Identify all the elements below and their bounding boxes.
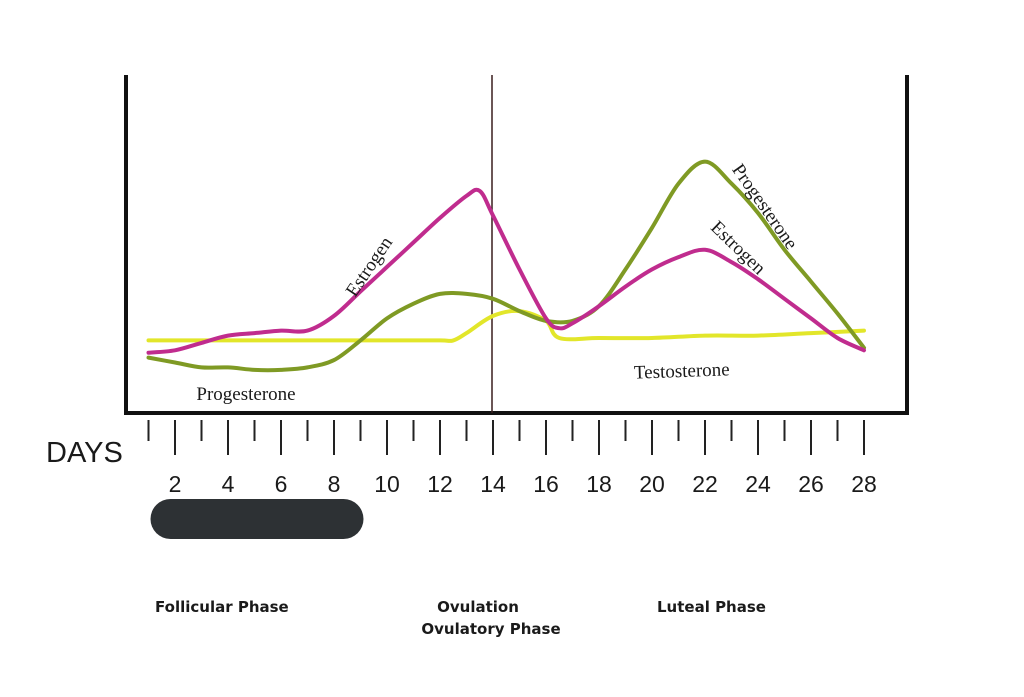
- tick-label: 26: [798, 471, 824, 497]
- phase-label-ovulation: Ovulation: [437, 598, 519, 616]
- phase-label-luteal: Luteal Phase: [657, 598, 766, 616]
- phase-label-follicular: Follicular Phase: [155, 598, 289, 616]
- progesterone-label: Progesterone: [196, 384, 295, 405]
- tick-label: 22: [692, 471, 718, 497]
- tick-label: 6: [275, 471, 288, 497]
- estrogen-label: Estrogen: [706, 217, 770, 279]
- tick-label: 4: [222, 471, 235, 497]
- menstruation-band: [150, 499, 364, 539]
- phase-label-ovulatory: Ovulatory Phase: [421, 620, 561, 638]
- tick-label: 10: [374, 471, 400, 497]
- tick-label: 28: [851, 471, 877, 497]
- x-axis-label: DAYS: [46, 437, 123, 469]
- estrogen-line: [146, 187, 866, 355]
- testosterone-line: [146, 308, 866, 343]
- tick-label: 18: [586, 471, 612, 497]
- tick-label: 16: [533, 471, 559, 497]
- tick-label: 14: [480, 471, 506, 497]
- tick-label: 20: [639, 471, 665, 497]
- tick-label: 24: [745, 471, 771, 497]
- tick-label: 8: [328, 471, 341, 497]
- progesterone-line: [146, 159, 866, 373]
- tick-label: 2: [169, 471, 182, 497]
- testosterone-label: Testosterone: [634, 359, 730, 383]
- tick-label: 12: [427, 471, 453, 497]
